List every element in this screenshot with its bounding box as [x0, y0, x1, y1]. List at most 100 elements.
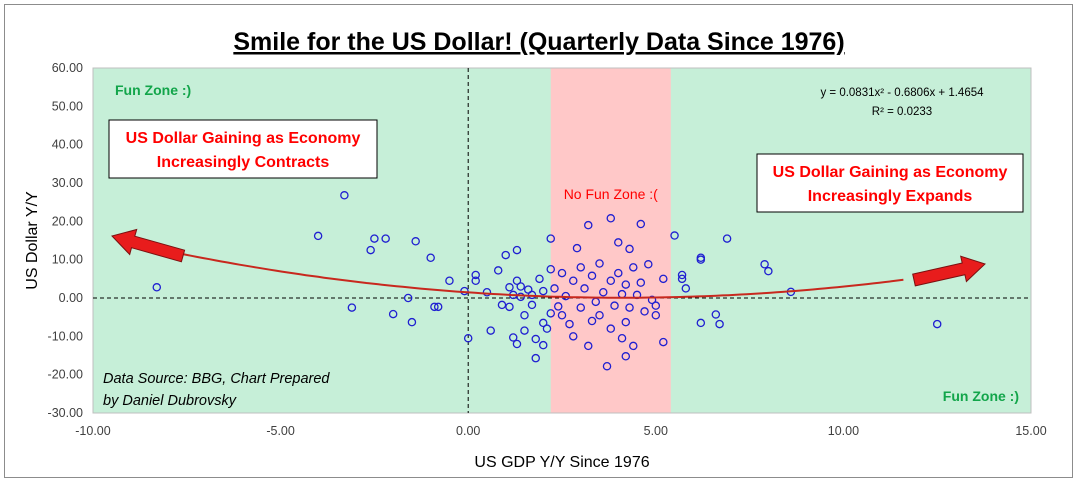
y-tick-label: 20.00 [52, 214, 83, 228]
data-point [512, 245, 522, 255]
x-tick-label: -10.00 [75, 424, 110, 438]
data-point [516, 282, 525, 291]
data-point [595, 259, 604, 268]
data-point [516, 292, 525, 302]
data-point [546, 309, 555, 318]
data-point [553, 302, 563, 311]
y-axis-label: US Dollar Y/Y [24, 191, 41, 290]
y-tick-label: 40.00 [52, 138, 83, 152]
x-tick-label: 15.00 [1015, 424, 1046, 438]
data-point [557, 268, 567, 278]
data-point [711, 310, 721, 319]
data-point [760, 260, 769, 269]
data-point [445, 276, 454, 285]
data-point [411, 237, 420, 246]
data-point [347, 303, 357, 312]
data-point [617, 333, 627, 343]
fun-zone-top-label: Fun Zone :) [115, 82, 191, 98]
y-tick-label: -10.00 [48, 329, 83, 343]
data-point [430, 302, 439, 312]
data-point [621, 317, 631, 327]
data-point [531, 334, 540, 344]
data-point [546, 264, 555, 274]
right-arrow [912, 255, 986, 287]
data-point [576, 263, 586, 272]
x-axis-label: US GDP Y/Y Since 1976 [474, 454, 649, 471]
data-point [584, 341, 593, 351]
data-point [696, 318, 706, 328]
data-point [508, 333, 518, 342]
data-point [647, 295, 657, 305]
data-point [677, 270, 687, 280]
y-tick-label: -30.00 [48, 406, 83, 420]
data-point [550, 284, 559, 293]
data-point [625, 244, 634, 254]
y-tick-label: 60.00 [52, 61, 83, 75]
data-point [681, 284, 691, 293]
data-point [407, 317, 417, 327]
data-point [505, 283, 514, 292]
data-point [644, 260, 653, 269]
data-point [313, 231, 323, 241]
plot-background [93, 68, 1031, 413]
data-point [557, 310, 567, 320]
data-point [715, 319, 724, 329]
fun-zone-bottom-label: Fun Zone :) [943, 388, 1019, 404]
plot-border [92, 67, 1032, 414]
data-point [497, 300, 507, 310]
right-box-line-2: Increasingly Expands [808, 188, 973, 205]
data-point [610, 301, 619, 310]
data-point [696, 255, 706, 264]
source-line-2: by Daniel Dubrovsky [103, 393, 237, 409]
data-point [629, 341, 638, 351]
data-point [538, 318, 548, 328]
data-point [463, 333, 473, 343]
data-point [932, 319, 942, 329]
data-point [531, 353, 540, 363]
arrows [111, 228, 986, 287]
data-point [569, 332, 578, 341]
data-point [651, 301, 661, 310]
left-box-line-2: Increasingly Contracts [157, 154, 330, 171]
no-fun-zone-label: No Fun Zone :( [564, 186, 658, 202]
data-point [670, 231, 679, 240]
data-point [722, 234, 732, 243]
data-point [340, 191, 349, 200]
left-box-line-1: US Dollar Gaining as Economy [126, 130, 361, 147]
left-arrow [111, 228, 186, 263]
right-box-line-1: US Dollar Gaining as Economy [773, 164, 1008, 181]
data-point [366, 245, 375, 255]
data-point [520, 310, 529, 320]
trendline-equation: y = 0.0831x² - 0.6806x + 1.4654 [820, 87, 984, 99]
no-fun-zone-region [550, 68, 671, 413]
data-point [512, 339, 522, 349]
data-point [403, 293, 413, 303]
data-point [651, 310, 661, 320]
data-point [602, 361, 612, 371]
data-point [636, 278, 646, 287]
data-point [677, 274, 687, 284]
data-point [621, 280, 631, 289]
data-point [640, 307, 649, 316]
source-line-1: Data Source: BBG, Chart Prepared [103, 371, 330, 387]
x-tick-label: 0.00 [456, 424, 480, 438]
data-point [493, 266, 503, 275]
scatter-chart: Smile for the US Dollar! (Quarterly Data… [24, 28, 1047, 471]
data-point [614, 268, 623, 278]
data-point [614, 238, 623, 247]
data-point [580, 284, 589, 293]
data-point [152, 283, 162, 292]
data-point [659, 337, 668, 347]
data-points [152, 191, 942, 371]
data-point [764, 266, 773, 276]
data-point [426, 253, 435, 262]
y-tick-label: 30.00 [52, 176, 83, 190]
data-point [572, 243, 582, 253]
data-point [471, 270, 480, 280]
data-point [546, 234, 555, 243]
data-point [486, 326, 495, 335]
data-point [584, 220, 593, 230]
data-point [606, 276, 616, 285]
tick-labels: -10.00 -5.00 0.00 5.00 10.00 15.00 60.00 50.00 4… [48, 61, 1047, 438]
data-point [512, 276, 522, 285]
